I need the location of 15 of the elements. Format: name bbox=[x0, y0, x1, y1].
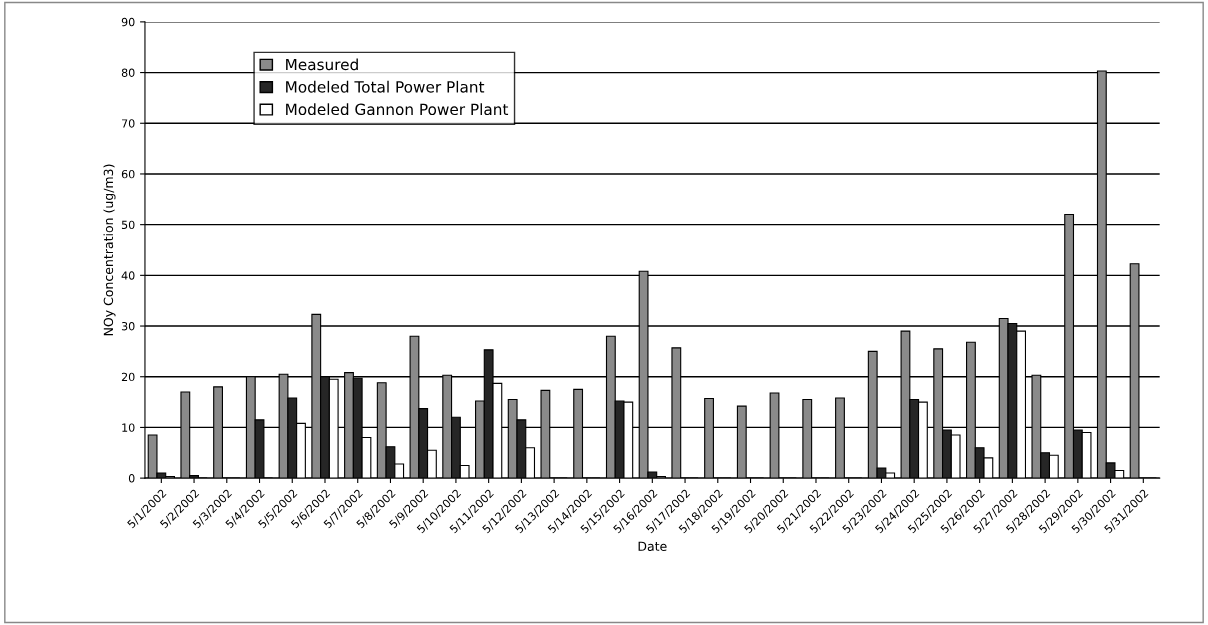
y-tick-label: 0 bbox=[128, 474, 135, 483]
y-tick-label: 60 bbox=[121, 169, 135, 179]
y-tick-label: 80 bbox=[121, 68, 135, 77]
y-tick-label: 50 bbox=[121, 220, 135, 230]
legend-label: Measured bbox=[286, 58, 358, 71]
y-tick-label: 20 bbox=[121, 372, 135, 382]
y-tick-label: 30 bbox=[121, 322, 135, 331]
y-axis-title: NOy Concentration (ug/m3) bbox=[103, 164, 116, 336]
y-tick-label: 90 bbox=[121, 17, 135, 27]
legend-label: Modeled Gannon Power Plant bbox=[286, 103, 509, 116]
y-tick-label: 10 bbox=[122, 423, 135, 432]
legend-label: Modeled Total Power Plant bbox=[286, 80, 485, 93]
y-tick-label: 70 bbox=[122, 119, 135, 128]
y-tick-label: 40 bbox=[121, 271, 135, 280]
x-axis-title: Date bbox=[638, 541, 667, 551]
